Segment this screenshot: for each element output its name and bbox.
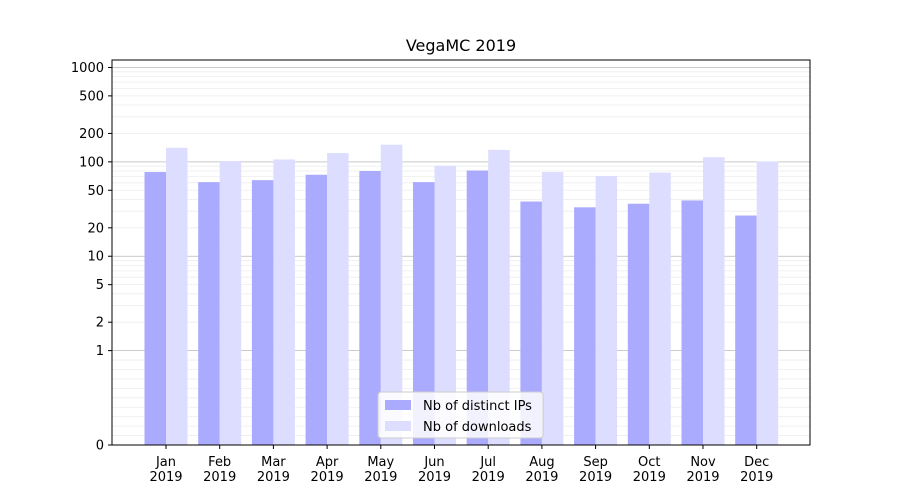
bar-distinct-ips <box>413 182 435 445</box>
bar-downloads <box>166 147 188 445</box>
y-tick-label: 5 <box>96 278 104 293</box>
x-tick-label: Jan 2019 <box>149 455 182 485</box>
legend-swatch <box>385 421 411 431</box>
bars <box>144 144 779 446</box>
bar-downloads <box>327 153 349 445</box>
y-tick-label: 20 <box>87 221 104 236</box>
x-tick-label: Oct 2019 <box>633 455 666 485</box>
bar-distinct-ips <box>144 172 166 445</box>
y-tick-label: 2 <box>96 316 104 331</box>
y-tick-label: 10 <box>87 250 104 265</box>
bar-downloads <box>273 159 295 445</box>
y-tick-label: 0 <box>96 439 104 454</box>
x-tick-label: Mar 2019 <box>257 455 290 485</box>
chart-title: VegaMC 2019 <box>406 36 516 55</box>
x-tick-label: Dec 2019 <box>740 455 773 485</box>
x-tick-label: Apr 2019 <box>311 455 344 485</box>
bar-downloads <box>219 161 242 445</box>
y-axis: 0 1 2 5 10 20 50 100 200 500 1000 <box>71 61 112 454</box>
x-tick-label: Nov 2019 <box>686 455 719 485</box>
bar-distinct-ips <box>520 201 542 445</box>
plot-frame <box>111 59 811 446</box>
legend-label: Nb of distinct IPs <box>423 399 532 414</box>
bar-distinct-ips <box>681 200 703 445</box>
bar-downloads <box>488 149 510 445</box>
x-tick-label: Jul 2019 <box>472 455 505 485</box>
bar-downloads <box>380 144 403 445</box>
bar-downloads <box>649 172 671 445</box>
y-tick-label: 500 <box>79 89 104 104</box>
bar-distinct-ips <box>198 182 220 445</box>
y-tick-label: 1 <box>96 344 104 359</box>
y-tick-label: 50 <box>87 184 104 199</box>
bar-distinct-ips <box>627 203 650 445</box>
bar-downloads <box>541 172 564 445</box>
bar-distinct-ips <box>574 207 596 445</box>
bar-distinct-ips <box>251 180 274 445</box>
bar-downloads <box>434 165 456 445</box>
y-tick-label: 1000 <box>71 61 104 76</box>
x-tick-label: Feb 2019 <box>203 455 236 485</box>
legend-swatch <box>385 400 411 410</box>
bar-distinct-ips <box>359 171 381 446</box>
legend-box <box>377 391 544 439</box>
legend: Nb of distinct IPs Nb of downloads <box>377 391 544 439</box>
bar-distinct-ips <box>466 170 489 445</box>
bar-distinct-ips <box>735 215 757 445</box>
x-tick-label: Aug 2019 <box>525 455 558 485</box>
y-tick-label: 100 <box>79 155 104 170</box>
x-tick-label: May 2019 <box>364 455 397 485</box>
x-tick-label: Jun 2019 <box>418 455 451 485</box>
bar-distinct-ips <box>305 174 328 445</box>
legend-label: Nb of downloads <box>423 420 532 435</box>
bar-downloads <box>756 161 779 445</box>
bar-downloads <box>595 175 618 445</box>
bar-downloads <box>703 157 725 446</box>
x-tick-label: Sep 2019 <box>579 455 612 485</box>
y-tick-label: 200 <box>79 127 104 142</box>
x-axis: Jan 2019 Feb 2019 Mar 2019 Apr 2019 May 2019 Jun 20… <box>149 445 773 485</box>
